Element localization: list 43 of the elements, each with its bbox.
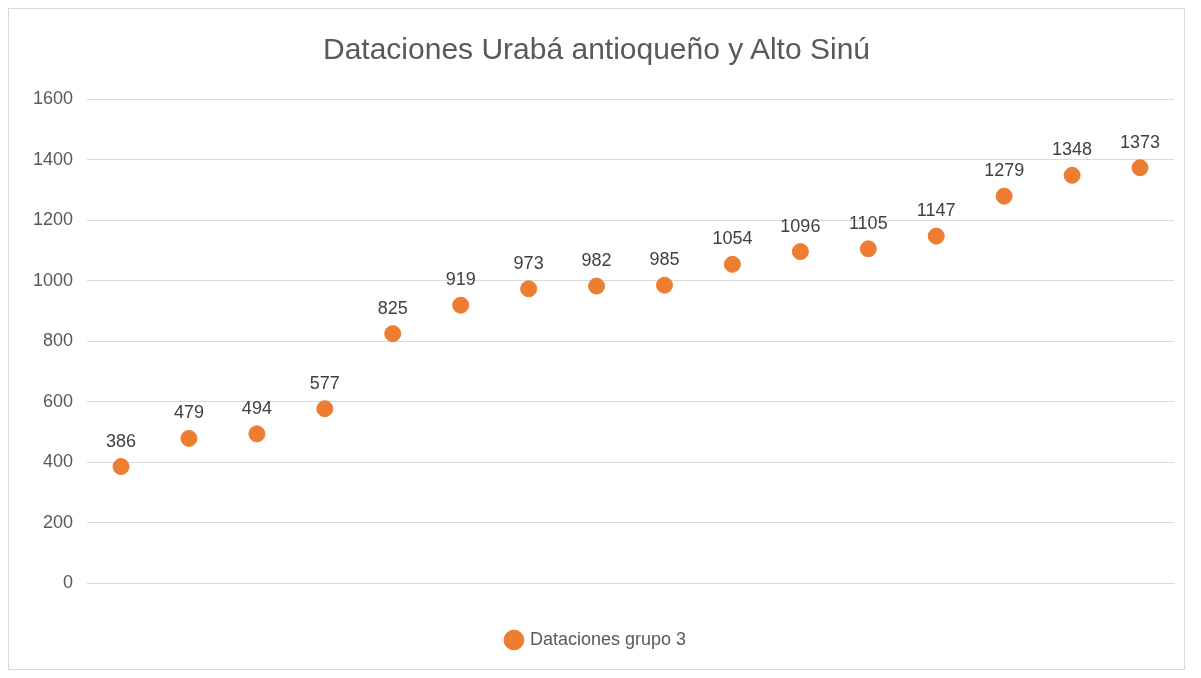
point xyxy=(1131,159,1149,177)
point xyxy=(1063,166,1081,184)
y-tick-label: 1600 xyxy=(33,87,74,108)
y-tick-label: 1000 xyxy=(33,269,74,290)
chart-title: Dataciones Urabá antioqueño y Alto Sinú xyxy=(322,32,871,66)
point xyxy=(452,296,470,314)
y-tick-label: 400 xyxy=(43,451,74,472)
data-label: 825 xyxy=(377,297,408,318)
data-label: 1279 xyxy=(984,160,1025,181)
y-tick-label: 1400 xyxy=(33,148,74,169)
data-label: 577 xyxy=(309,372,340,393)
data-label: 1054 xyxy=(712,228,753,249)
y-tick-label: 200 xyxy=(43,511,74,532)
point xyxy=(995,187,1013,205)
data-label: 985 xyxy=(649,249,680,270)
point xyxy=(112,458,130,476)
point xyxy=(859,240,877,258)
data-label: 494 xyxy=(241,397,272,418)
y-tick-label: 1200 xyxy=(33,209,74,230)
data-label: 973 xyxy=(513,252,544,273)
data-label: 1348 xyxy=(1052,139,1093,160)
point xyxy=(791,243,809,261)
y-tick-label: 0 xyxy=(63,572,74,593)
legend-label: Dataciones grupo 3 xyxy=(529,628,687,649)
point xyxy=(723,255,741,273)
point xyxy=(180,429,198,447)
point xyxy=(927,227,945,245)
y-tick-label: 600 xyxy=(43,390,74,411)
data-label: 1147 xyxy=(916,200,956,221)
point xyxy=(248,425,266,443)
data-label: 1096 xyxy=(780,215,821,236)
data-label: 982 xyxy=(581,250,612,271)
data-label: 919 xyxy=(445,269,476,290)
point xyxy=(384,325,402,343)
data-label: 386 xyxy=(105,430,137,451)
point xyxy=(316,400,334,418)
point xyxy=(520,280,538,298)
data-label: 479 xyxy=(173,402,204,423)
y-tick-label: 800 xyxy=(43,330,74,351)
point xyxy=(655,276,673,294)
data-label: 1105 xyxy=(848,212,888,233)
point xyxy=(588,277,606,295)
data-label: 1373 xyxy=(1120,131,1161,152)
